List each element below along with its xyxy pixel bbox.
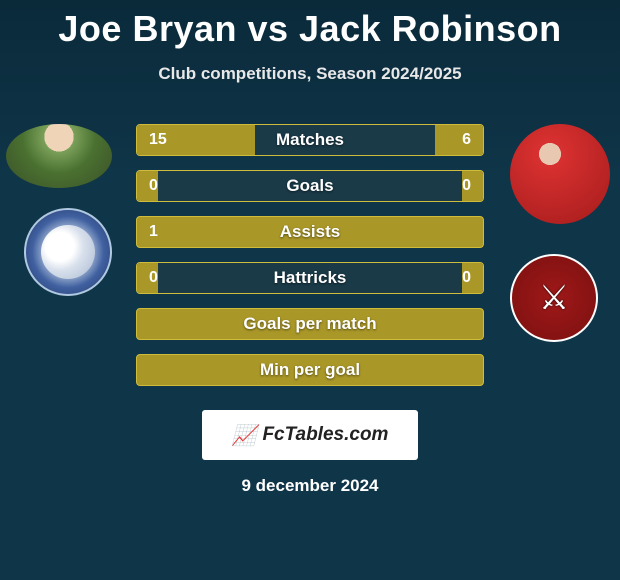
infographic-root: Joe Bryan vs Jack Robinson Club competit… — [0, 0, 620, 496]
content-area: ⚔ Matches156Goals00Assists1Hattricks00Go… — [0, 118, 620, 408]
stat-row: Matches 15 6 — [136, 124, 484, 156]
stat-bars: Matches156Goals00Assists1Hattricks00Goal… — [136, 124, 484, 400]
stat-value-right: 6 — [462, 131, 471, 149]
date-label: 9 december 2024 — [0, 476, 620, 496]
stat-value-right: 0 — [462, 269, 471, 287]
stat-value-left: 0 — [149, 177, 158, 195]
logo-icon: 📈 — [232, 423, 257, 448]
stat-label: Min per goal — [260, 360, 360, 380]
logo-box: 📈 FcTables.com — [202, 410, 418, 460]
stat-row: Goals per match — [136, 308, 484, 340]
stat-value-left: 15 — [149, 131, 167, 149]
club-right-crest: ⚔ — [510, 254, 598, 342]
subtitle: Club competitions, Season 2024/2025 — [0, 64, 620, 84]
stat-label: Matches — [276, 130, 344, 150]
stat-label: Assists — [280, 222, 340, 242]
stat-value-left: 0 — [149, 269, 158, 287]
stat-label: Goals — [286, 176, 333, 196]
logo-text: FcTables.com — [262, 424, 388, 446]
player-left-avatar — [6, 124, 112, 188]
stat-row: Hattricks 0 0 — [136, 262, 484, 294]
stat-fill-right — [435, 125, 483, 155]
stat-row: Min per goal — [136, 354, 484, 386]
page-title: Joe Bryan vs Jack Robinson — [0, 8, 620, 50]
player-right-avatar — [510, 124, 610, 224]
stat-label: Hattricks — [274, 268, 347, 288]
stat-row: Goals 0 0 — [136, 170, 484, 202]
stat-row: Assists 1 — [136, 216, 484, 248]
swords-icon: ⚔ — [539, 278, 569, 318]
club-left-crest — [24, 208, 112, 296]
stat-value-left: 1 — [149, 223, 158, 241]
stat-value-right: 0 — [462, 177, 471, 195]
stat-label: Goals per match — [243, 314, 376, 334]
